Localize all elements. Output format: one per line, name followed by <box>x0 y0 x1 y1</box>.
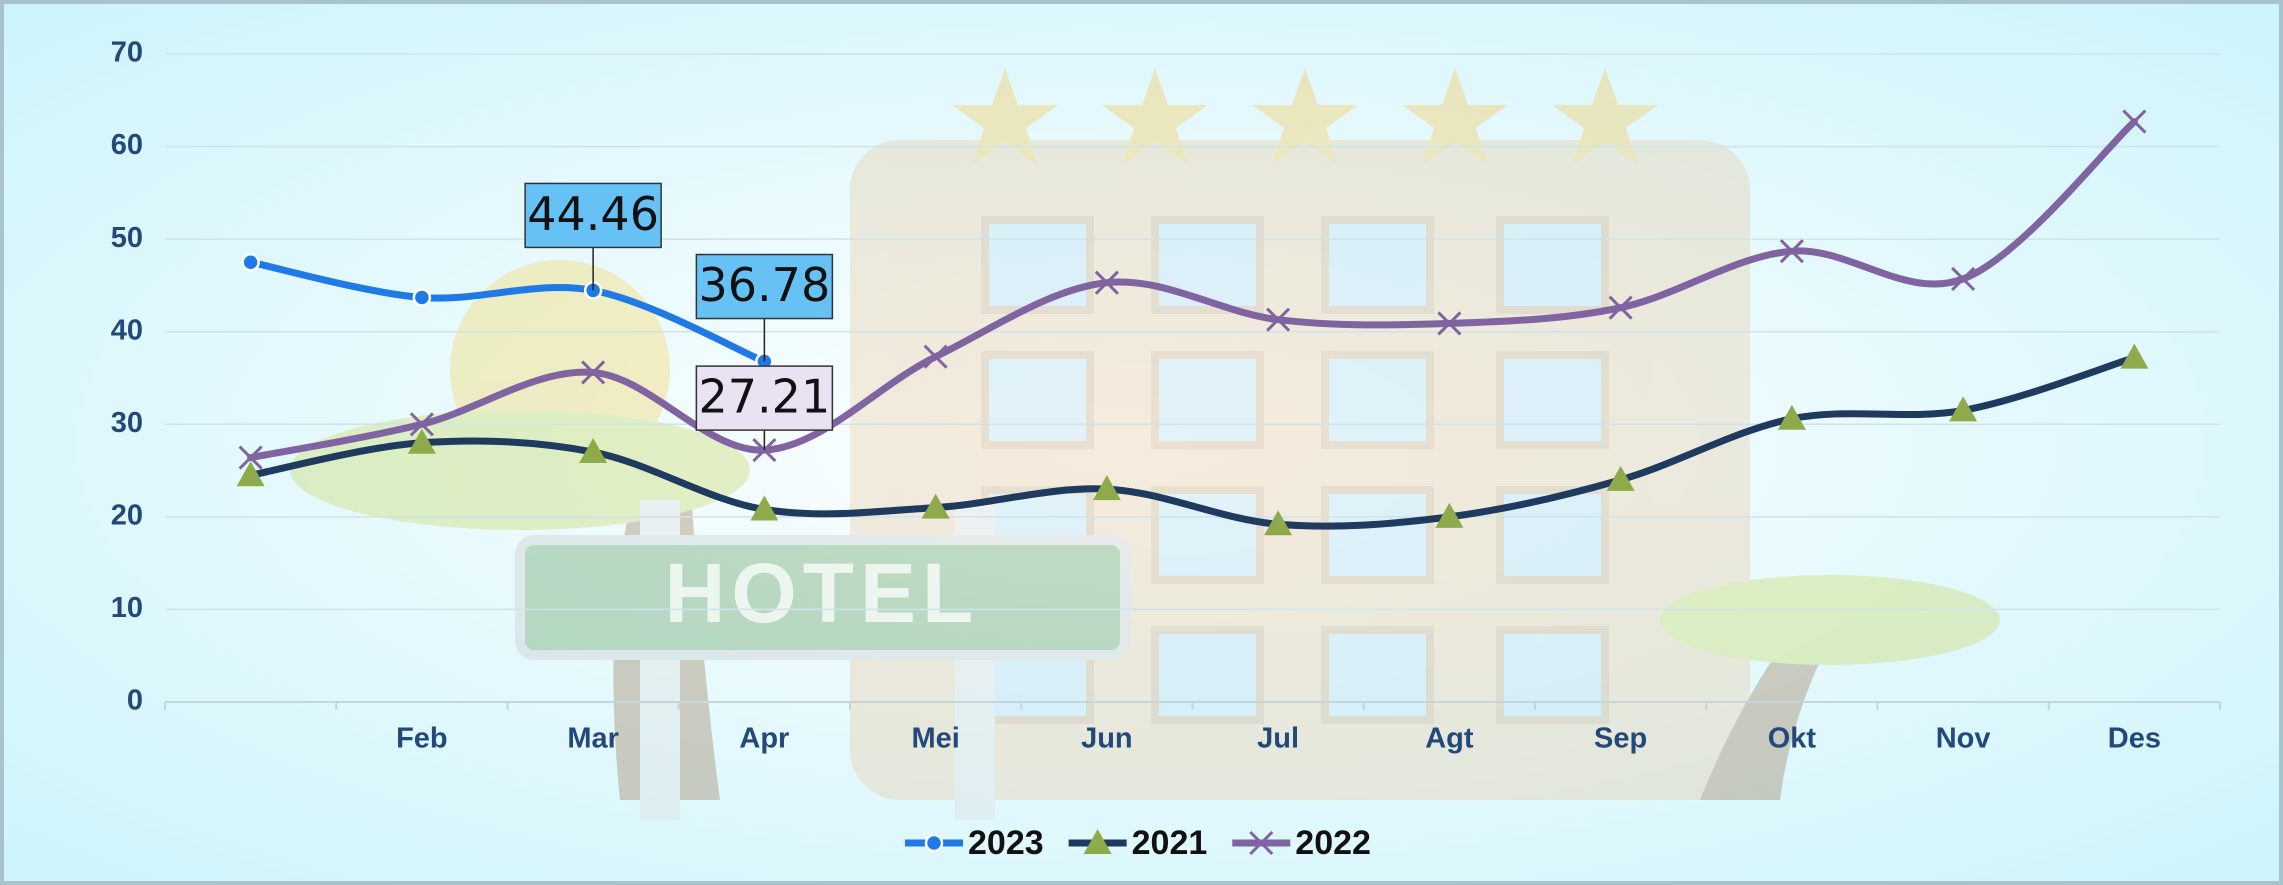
legend-label: 2023 <box>968 824 1044 862</box>
data-point <box>409 412 434 437</box>
data-point <box>1092 475 1121 501</box>
data-point <box>921 493 950 519</box>
data-point <box>1266 307 1291 332</box>
legend-marker <box>1249 830 1274 856</box>
y-tick-label: 50 <box>111 222 143 254</box>
data-point <box>1777 404 1806 430</box>
data-point <box>1949 396 1978 422</box>
data-point <box>412 288 432 307</box>
data-point <box>238 445 263 470</box>
y-tick-label: 60 <box>111 129 143 161</box>
data-point <box>1437 311 1462 336</box>
y-tick-label: 70 <box>111 37 143 69</box>
data-point <box>236 461 265 487</box>
data-point <box>750 495 779 521</box>
x-tick-label: Feb <box>396 723 448 755</box>
data-label-box <box>695 365 834 431</box>
data-label: 36.78 <box>699 258 831 312</box>
x-tick-label: Des <box>2108 723 2161 755</box>
y-tick-label: 0 <box>127 685 143 717</box>
x-tick-label: Jun <box>1081 723 1133 755</box>
data-point <box>2120 343 2149 369</box>
data-label-box <box>524 182 662 249</box>
data-point <box>1779 239 1804 264</box>
hotel-illustration <box>290 68 2000 820</box>
series-line <box>247 258 768 366</box>
x-tick-label: Okt <box>1768 723 1817 755</box>
x-tick-label: Sep <box>1594 723 1647 755</box>
x-tick-label: Mei <box>911 723 959 755</box>
x-tick-label: Jul <box>1257 723 1299 755</box>
series-line <box>247 354 2138 530</box>
data-point <box>581 360 606 385</box>
legend-label: 2021 <box>1132 824 1208 862</box>
data-point <box>407 428 436 454</box>
legend-marker <box>924 833 944 853</box>
data-point <box>241 253 260 272</box>
x-tick-label: Agt <box>1425 723 1474 755</box>
legend-marker <box>1083 829 1112 854</box>
x-tick-label: Apr <box>739 723 789 755</box>
x-tick-label: Nov <box>1936 723 1991 755</box>
data-point <box>923 344 948 369</box>
data-point <box>1608 295 1633 320</box>
data-label: 44.46 <box>527 187 659 241</box>
series-line <box>247 118 2138 462</box>
legend: 2023 2021 2022 <box>905 824 1371 862</box>
data-point <box>1951 266 1976 292</box>
y-tick-label: 30 <box>111 407 143 439</box>
data-point <box>1606 465 1635 491</box>
x-tick-label: Mar <box>567 723 619 755</box>
data-point <box>579 438 608 464</box>
hotel-sign-text: HOTEL <box>665 546 980 640</box>
data-label: 27.21 <box>699 370 831 424</box>
y-tick-label: 20 <box>111 500 143 532</box>
y-tick-label: 10 <box>111 592 143 624</box>
legend-label: 2022 <box>1295 824 1371 862</box>
data-point <box>1435 502 1464 528</box>
y-tick-label: 40 <box>111 314 143 346</box>
data-label-box <box>695 253 834 320</box>
data-point <box>2122 109 2147 134</box>
data-point <box>1094 270 1119 295</box>
data-point <box>1264 510 1293 536</box>
